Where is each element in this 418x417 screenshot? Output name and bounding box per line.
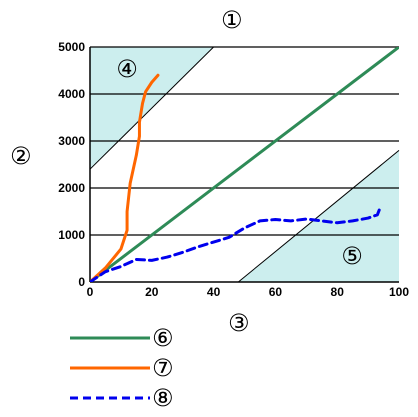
top-label: ① — [221, 6, 243, 34]
y-tick-label-5000: 5000 — [58, 40, 85, 54]
series-line-blue — [90, 205, 382, 282]
region-lower-boundary — [238, 150, 400, 283]
bottom-label: ③ — [228, 309, 250, 337]
legend-label-orange: ⑦ — [152, 354, 174, 382]
y-tick-label-0: 0 — [78, 275, 85, 289]
region-lower-label: ⑤ — [341, 242, 363, 270]
y-tick-label-2000: 2000 — [58, 181, 85, 195]
y-tick-label-1000: 1000 — [58, 228, 85, 242]
x-tick-label-60: 60 — [269, 285, 283, 299]
x-tick-label-40: 40 — [207, 285, 221, 299]
left-label: ② — [10, 142, 32, 170]
legend-label-blue: ⑧ — [152, 384, 174, 412]
y-tick-label-4000: 4000 — [58, 87, 85, 101]
series-line-green — [90, 47, 399, 282]
region-upper-boundary — [89, 46, 214, 170]
x-tick-label-80: 80 — [331, 285, 345, 299]
series-line-orange — [90, 73, 160, 282]
x-tick-label-100: 100 — [389, 285, 409, 299]
x-tick-label-20: 20 — [145, 285, 159, 299]
y-tick-label-3000: 3000 — [58, 134, 85, 148]
legend-label-green: ⑥ — [152, 324, 174, 352]
x-tick-label-0: 0 — [87, 285, 94, 299]
region-upper-label: ④ — [116, 55, 138, 83]
